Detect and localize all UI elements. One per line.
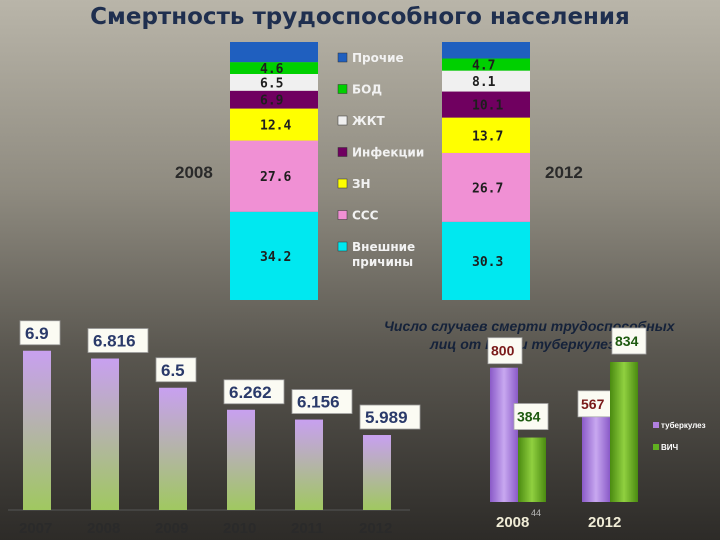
- legend-label: Инфекции: [352, 146, 424, 160]
- legend-swatch: [337, 147, 348, 157]
- stack-segment: [230, 211, 318, 300]
- legend-label: ЖКТ: [352, 114, 385, 128]
- bar: [159, 387, 187, 510]
- segment-label: 4.7: [472, 59, 495, 74]
- stack-segment: [442, 152, 530, 222]
- stack-segment: [442, 58, 530, 71]
- stack-segment: [442, 117, 530, 153]
- value-label-box: [87, 328, 149, 353]
- chart-title: лиц от ВИЧ и туберкулеза: [429, 336, 623, 352]
- value-label-box: [611, 327, 647, 355]
- value-label: 6.816: [93, 332, 136, 351]
- value-label: 800: [491, 343, 515, 359]
- legend-swatch: [337, 115, 348, 126]
- bar: [91, 358, 119, 510]
- value-label: 384: [517, 409, 541, 425]
- segment-label: 26.7: [472, 181, 503, 196]
- category-label: 2012: [588, 514, 621, 531]
- legend-label: Внешние: [352, 240, 415, 254]
- bar: [227, 409, 255, 510]
- stack-segment: [442, 42, 530, 59]
- legend-swatch: [337, 241, 348, 252]
- value-label: 6.156: [297, 393, 340, 412]
- category-label: 2009: [155, 520, 188, 537]
- stack-segment: [442, 91, 530, 118]
- stack-segment: [442, 221, 530, 300]
- bar: [363, 435, 391, 510]
- legend-swatch: [337, 178, 348, 189]
- bar-chart-left: 6.9 2007 6.816 2008 6.5 2009 6.262 2010 6.156 201…: [8, 320, 421, 537]
- value-label-box: [291, 389, 353, 414]
- segment-label: 34.2: [260, 250, 291, 265]
- legend-label: ССС: [352, 209, 379, 223]
- segment-label: 10.1: [472, 99, 503, 114]
- stack-segment: [230, 42, 318, 63]
- bar-chart-right: Число случаев смерти трудоспособных лиц о…: [384, 318, 706, 531]
- value-label: 6.262: [229, 383, 272, 402]
- segment-label: 6.9: [260, 94, 283, 109]
- legend-label: туберкулез: [661, 421, 706, 430]
- stack-segment: [230, 62, 318, 74]
- segment-label: 4.6: [260, 62, 284, 77]
- stack-segment: [230, 73, 318, 91]
- bar: [518, 437, 546, 502]
- value-label-box: [359, 404, 421, 430]
- legend-label: ЗН: [352, 177, 371, 191]
- segment-label: 27.6: [260, 170, 291, 185]
- legend-swatch: [653, 444, 659, 450]
- category-label: 2008: [496, 514, 529, 531]
- segment-label: 13.7: [472, 129, 503, 144]
- segment-label: 6.5: [260, 76, 283, 91]
- legend-swatch: [337, 210, 348, 220]
- value-label-box: [19, 320, 61, 346]
- legend-label: Прочие: [352, 51, 404, 65]
- value-label: 6.5: [161, 361, 185, 380]
- bar: [490, 367, 518, 502]
- legend-swatch: [337, 52, 348, 63]
- chart-title: Число случаев смерти трудоспособных: [384, 318, 676, 334]
- slide-title: Смертность трудоспособного населения: [90, 4, 630, 30]
- value-label-box: [487, 337, 523, 365]
- value-label-box: [513, 403, 549, 430]
- bar: [295, 419, 323, 510]
- stack-segment: [230, 108, 318, 141]
- value-label: 567: [581, 396, 605, 412]
- bar: [23, 350, 51, 510]
- value-label-box: [577, 390, 613, 418]
- stacked-chart: 34.2 27.6 12.4 6.9 6.54.6 2008 30.3 26.7 13.7 10.…: [175, 42, 583, 300]
- category-label: 2007: [19, 520, 52, 537]
- segment-label: 30.3: [472, 255, 503, 270]
- value-label: 6.9: [25, 324, 49, 343]
- segment-label: 12.4: [260, 119, 291, 134]
- category-label: 2010: [223, 520, 256, 537]
- category-label: 2012: [359, 520, 392, 537]
- bar: [610, 362, 638, 502]
- page-number: 44: [531, 508, 541, 518]
- stack-segment: [230, 140, 318, 212]
- legend-label: БОД: [352, 83, 382, 97]
- category-label: 2011: [291, 520, 324, 537]
- category-label: 2008: [87, 520, 120, 537]
- legend-label: причины: [352, 255, 413, 269]
- value-label: 5.989: [365, 408, 408, 427]
- bar: [582, 406, 610, 502]
- legend-swatch: [653, 422, 659, 428]
- stack-segment: [442, 70, 530, 92]
- value-label: 834: [615, 333, 639, 349]
- stack-segment: [230, 90, 318, 109]
- segment-label: 8.1: [472, 75, 496, 90]
- value-label-box: [155, 357, 197, 383]
- category-label: 2008: [175, 163, 213, 182]
- category-label: 2012: [545, 163, 583, 182]
- value-label-box: [223, 379, 285, 405]
- legend-swatch: [337, 84, 348, 94]
- legend-label: ВИЧ: [661, 443, 679, 452]
